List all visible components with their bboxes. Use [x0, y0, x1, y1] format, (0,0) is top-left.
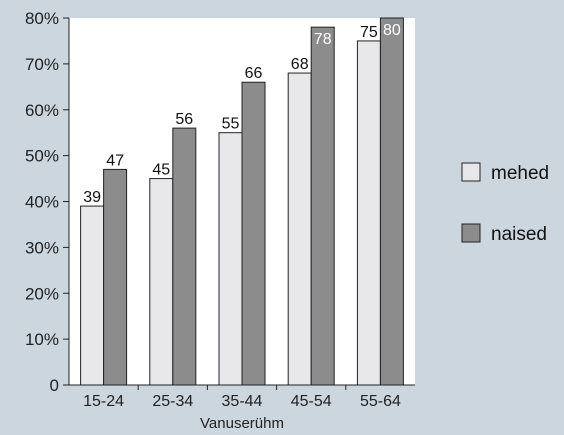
bar-mehed-25-34 [149, 178, 174, 386]
data-label: 55 [222, 116, 240, 133]
y-tick-label: 80% [25, 9, 59, 28]
y-tick-label: 50% [25, 147, 59, 166]
data-label: 78 [314, 31, 332, 48]
x-axis-label: Vanuserühm [200, 415, 284, 430]
bar-naised-35-44 [241, 81, 266, 386]
y-tick-label: 30% [25, 238, 59, 257]
legend-swatch-mehed [461, 162, 481, 182]
bar-mehed-45-54 [287, 72, 312, 386]
x-tick-label: 45-54 [291, 393, 332, 410]
bar-naised-45-54 [310, 26, 335, 386]
y-tick-label: 0 [50, 376, 59, 395]
data-label: 75 [360, 24, 378, 41]
data-label: 45 [152, 162, 170, 179]
bar-mehed-15-24 [80, 205, 105, 386]
y-tick-label: 20% [25, 284, 59, 303]
x-tick-label: 55-64 [360, 393, 401, 410]
legend-label-mehed: mehed [491, 163, 549, 184]
y-tick-label: 70% [25, 55, 59, 74]
data-label: 47 [106, 152, 124, 169]
x-tick-label: 25-34 [152, 393, 193, 410]
data-label: 56 [175, 111, 193, 128]
data-label: 66 [245, 65, 263, 82]
bar-mehed-35-44 [218, 132, 243, 386]
y-tick-label: 40% [25, 193, 59, 212]
y-tick-label: 10% [25, 330, 59, 349]
legend-swatch-naised [461, 223, 481, 243]
legend-label-naised: naised [491, 224, 547, 245]
data-label: 80 [383, 22, 401, 39]
y-tick-label: 60% [25, 101, 59, 120]
bar-naised-55-64 [379, 17, 404, 386]
x-tick-label: 35-44 [222, 393, 263, 410]
bar-naised-15-24 [103, 168, 128, 386]
data-label: 39 [83, 189, 101, 206]
data-label: 68 [291, 56, 309, 73]
bar-mehed-55-64 [356, 40, 381, 386]
bar-naised-25-34 [172, 127, 197, 386]
x-tick-label: 15-24 [83, 393, 124, 410]
